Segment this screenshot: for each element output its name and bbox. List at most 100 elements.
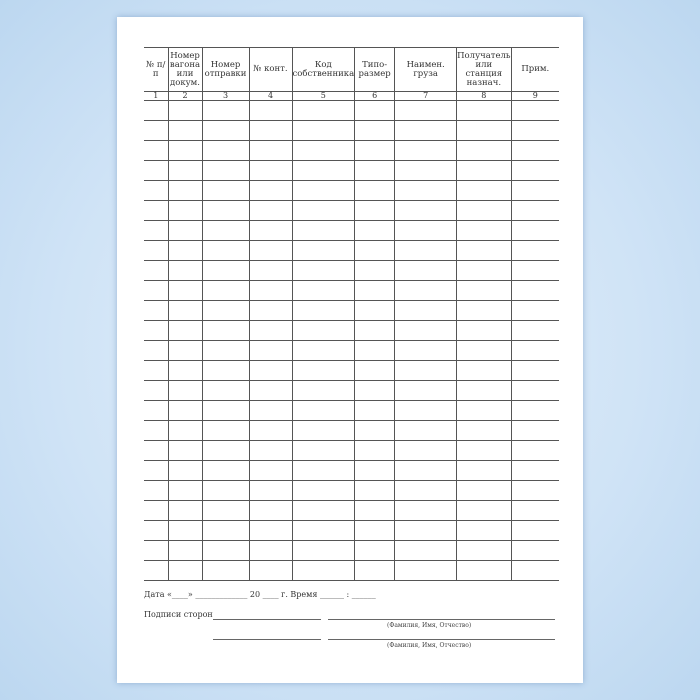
table-cell bbox=[248, 160, 293, 181]
table-cell bbox=[291, 200, 356, 221]
table-cell bbox=[354, 380, 396, 401]
table-row bbox=[144, 400, 560, 421]
name-caption: (Фамилия, Имя, Отчество) bbox=[387, 642, 472, 649]
table-cell bbox=[510, 320, 560, 341]
table-cell bbox=[144, 460, 169, 481]
table-cell bbox=[248, 520, 293, 541]
table-cell bbox=[354, 100, 396, 121]
column-number: 7 bbox=[394, 91, 458, 101]
header-cell: Наимен. груза bbox=[394, 47, 458, 92]
table-cell bbox=[291, 100, 356, 121]
table-cell bbox=[510, 400, 560, 421]
table-cell bbox=[167, 480, 203, 501]
table-cell bbox=[456, 440, 512, 461]
table-body bbox=[144, 100, 560, 581]
table-cell bbox=[248, 240, 293, 261]
table-row bbox=[144, 140, 560, 161]
table-cell bbox=[456, 500, 512, 521]
table-cell bbox=[354, 520, 396, 541]
table-cell bbox=[248, 340, 293, 361]
table-cell bbox=[144, 440, 169, 461]
table-cell bbox=[510, 560, 560, 581]
table-cell bbox=[394, 560, 458, 581]
table-cell bbox=[456, 260, 512, 281]
table-row bbox=[144, 560, 560, 581]
table-row bbox=[144, 120, 560, 141]
table-cell bbox=[510, 280, 560, 301]
table-cell bbox=[167, 100, 203, 121]
table-cell bbox=[394, 320, 458, 341]
table-row bbox=[144, 540, 560, 561]
table-cell bbox=[354, 440, 396, 461]
table-cell bbox=[248, 400, 293, 421]
column-number: 3 bbox=[201, 91, 250, 101]
table-cell bbox=[456, 520, 512, 541]
table-cell bbox=[167, 180, 203, 201]
table-cell bbox=[144, 540, 169, 561]
table-cell bbox=[248, 360, 293, 381]
column-number: 9 bbox=[510, 91, 560, 101]
signatures-label: Подписи сторон bbox=[144, 610, 213, 619]
table-cell bbox=[456, 200, 512, 221]
table-cell bbox=[456, 560, 512, 581]
table-cell bbox=[167, 540, 203, 561]
table-cell bbox=[201, 100, 250, 121]
header-row: № п/п Номер вагона или докум. Номер отпр… bbox=[144, 47, 560, 92]
table-cell bbox=[144, 120, 169, 141]
table-cell bbox=[354, 320, 396, 341]
table-cell bbox=[510, 360, 560, 381]
table-cell bbox=[394, 400, 458, 421]
column-number: 8 bbox=[456, 91, 512, 101]
table-row bbox=[144, 260, 560, 281]
table-row bbox=[144, 520, 560, 541]
table-cell bbox=[394, 280, 458, 301]
column-number: 4 bbox=[248, 91, 293, 101]
table-row bbox=[144, 500, 560, 521]
table-cell bbox=[201, 220, 250, 241]
table-cell bbox=[354, 420, 396, 441]
table-cell bbox=[354, 200, 396, 221]
table-row bbox=[144, 280, 560, 301]
table-cell bbox=[291, 260, 356, 281]
table-cell bbox=[394, 540, 458, 561]
table-cell bbox=[456, 360, 512, 381]
table-cell bbox=[510, 440, 560, 461]
table-row bbox=[144, 160, 560, 181]
table-cell bbox=[354, 540, 396, 561]
table-cell bbox=[144, 300, 169, 321]
table-cell bbox=[510, 220, 560, 241]
table-row bbox=[144, 320, 560, 341]
table-cell bbox=[248, 320, 293, 341]
table-cell bbox=[291, 560, 356, 581]
table-cell bbox=[291, 440, 356, 461]
table-cell bbox=[291, 460, 356, 481]
table-cell bbox=[354, 460, 396, 481]
table-row bbox=[144, 480, 560, 501]
table-cell bbox=[201, 460, 250, 481]
table-cell bbox=[248, 560, 293, 581]
table-cell bbox=[144, 360, 169, 381]
table-cell bbox=[144, 500, 169, 521]
table-cell bbox=[394, 520, 458, 541]
table-row bbox=[144, 300, 560, 321]
table-cell bbox=[167, 360, 203, 381]
table-cell bbox=[167, 160, 203, 181]
table-cell bbox=[144, 220, 169, 241]
table-cell bbox=[354, 160, 396, 181]
table-cell bbox=[456, 480, 512, 501]
table-cell bbox=[167, 380, 203, 401]
table-cell bbox=[201, 520, 250, 541]
table-cell bbox=[201, 300, 250, 321]
table-cell bbox=[248, 500, 293, 521]
table-row bbox=[144, 360, 560, 381]
table-cell bbox=[510, 480, 560, 501]
header-cell: Прим. bbox=[510, 47, 560, 92]
table-cell bbox=[167, 260, 203, 281]
date-time-line: Дата «____» _____________ 20 ____ г. Вре… bbox=[144, 590, 376, 599]
table-cell bbox=[291, 540, 356, 561]
table-cell bbox=[167, 280, 203, 301]
table-cell bbox=[167, 120, 203, 141]
table-cell bbox=[394, 440, 458, 461]
table-row bbox=[144, 200, 560, 221]
table-cell bbox=[144, 200, 169, 221]
